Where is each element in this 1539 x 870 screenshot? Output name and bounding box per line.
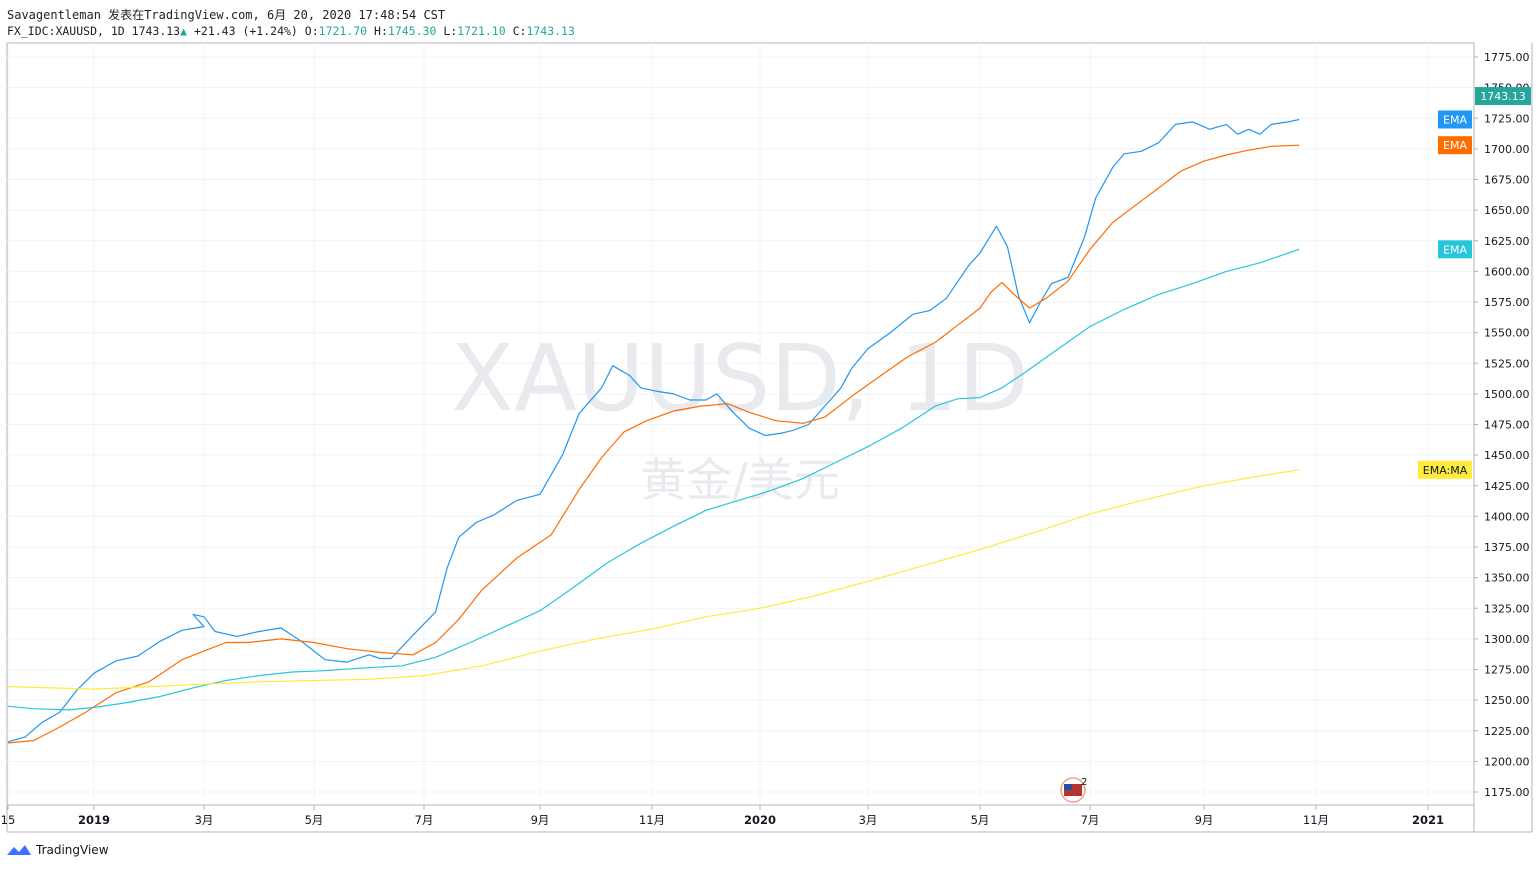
y-tick-label: 1500.00	[1484, 388, 1530, 401]
open-label: O:	[304, 24, 319, 38]
x-tick-label: 9月	[1195, 813, 1214, 827]
price-chart[interactable]: XAUUSD, 1D 黄金/美元 1775.001750.001725.0017…	[0, 0, 1539, 838]
y-tick-label: 1725.00	[1484, 112, 1530, 125]
last-price-tag-text: 1743.13	[1480, 90, 1526, 103]
y-tick-label: 1625.00	[1484, 235, 1530, 248]
open-value: 1721.70	[318, 24, 368, 38]
series-label-2: EMA	[1438, 240, 1472, 259]
symbol-label: FX_IDC:XAUUSD, 1D	[7, 24, 125, 38]
event-count: 2	[1081, 777, 1087, 788]
last-price-tag: 1743.13	[1475, 87, 1531, 106]
high-value: 1745.30	[387, 24, 437, 38]
y-tick-label: 1275.00	[1484, 664, 1530, 677]
y-tick-label: 1600.00	[1484, 265, 1530, 278]
series-line-2	[7, 248, 1300, 711]
grid	[7, 43, 1474, 805]
y-tick-label: 1300.00	[1484, 633, 1530, 646]
close-value: 1743.13	[526, 24, 575, 38]
brand-name: TradingView	[36, 843, 109, 857]
price-change: +21.43 (+1.24%)	[193, 24, 298, 38]
x-tick-label: 11月	[639, 813, 665, 827]
tradingview-logo-icon	[7, 845, 31, 855]
flag-icon-canton	[1064, 784, 1072, 790]
y-axis[interactable]: 1775.001750.001725.001700.001675.001650.…	[1474, 51, 1530, 799]
last-price-tag-bg	[1475, 87, 1531, 106]
brand-footer[interactable]: TradingView	[6, 843, 109, 857]
y-tick-label: 1175.00	[1484, 786, 1530, 799]
y-tick-label: 1400.00	[1484, 510, 1530, 523]
y-tick-label: 1325.00	[1484, 602, 1530, 615]
event-marker[interactable]: 2	[1060, 777, 1087, 803]
y-tick-label: 1775.00	[1484, 51, 1530, 64]
x-tick-label: 3月	[859, 813, 878, 827]
y-tick-label: 1200.00	[1484, 755, 1530, 768]
y-tick-label: 1650.00	[1484, 204, 1530, 217]
y-tick-label: 1525.00	[1484, 357, 1530, 370]
series-layer	[7, 118, 1300, 744]
series-labels: EMA EMA EMA EMA:MA 1743.13	[1418, 87, 1531, 479]
series-line-0	[7, 118, 1300, 743]
watermark-symbol: XAUUSD, 1D	[451, 325, 1029, 432]
publish-info: Savagentleman 发表在TradingView.com, 6月 20,…	[7, 8, 446, 22]
x-tick-label: 2021	[1412, 813, 1444, 827]
x-tick-label: 9月	[531, 813, 550, 827]
low-label: L:	[443, 24, 458, 38]
series-label-1: EMA	[1438, 136, 1472, 155]
y-tick-label: 1475.00	[1484, 419, 1530, 432]
last-price: 1743.13	[131, 24, 181, 38]
y-tick-label: 1575.00	[1484, 296, 1530, 309]
y-tick-label: 1375.00	[1484, 541, 1530, 554]
y-tick-label: 1700.00	[1484, 143, 1530, 156]
y-tick-label: 1450.00	[1484, 449, 1530, 462]
series-label-bg	[1438, 110, 1472, 129]
series-label-3: EMA:MA	[1418, 460, 1472, 479]
series-label-0: EMA	[1438, 110, 1472, 129]
series-label-text: EMA	[1443, 139, 1467, 152]
y-tick-label: 1225.00	[1484, 725, 1530, 738]
y-tick-label: 1425.00	[1484, 480, 1530, 493]
x-tick-label: 7月	[1081, 813, 1100, 827]
x-tick-label: 11月	[1303, 813, 1329, 827]
x-tick-label: 7月	[415, 813, 434, 827]
low-value: 1721.10	[457, 24, 506, 38]
x-axis[interactable]: 15 2019 3月 5月 7月 9月 11月 2020 3月 5月 7月 9月 11月 2021	[1, 805, 1444, 827]
series-line-3	[7, 469, 1300, 690]
x-tick-label: 2020	[744, 813, 776, 827]
y-tick-label: 1350.00	[1484, 572, 1530, 585]
series-label-text: EMA	[1443, 113, 1467, 126]
up-arrow-icon: ▲	[180, 24, 188, 38]
x-tick-label: 5月	[305, 813, 324, 827]
series-label-bg	[1438, 240, 1472, 259]
y-tick-label: 1250.00	[1484, 694, 1530, 707]
series-label-text: EMA	[1443, 243, 1467, 256]
x-tick-label: 2019	[78, 813, 110, 827]
y-tick-label: 1550.00	[1484, 327, 1530, 340]
x-tick-label: 15	[1, 813, 16, 827]
x-tick-label: 5月	[971, 813, 990, 827]
series-label-text: EMA:MA	[1423, 464, 1468, 477]
x-tick-label: 3月	[195, 813, 214, 827]
close-label: C:	[512, 24, 527, 38]
series-label-bg	[1418, 460, 1472, 479]
y-tick-label: 1675.00	[1484, 174, 1530, 187]
series-label-bg	[1438, 136, 1472, 155]
ohlc-legend: FX_IDC:XAUUSD, 1D 1743.13▲ +21.43 (+1.24…	[7, 24, 575, 38]
series-line-1	[7, 144, 1300, 744]
watermark-description: 黄金/美元	[640, 453, 840, 507]
high-label: H:	[374, 24, 388, 38]
